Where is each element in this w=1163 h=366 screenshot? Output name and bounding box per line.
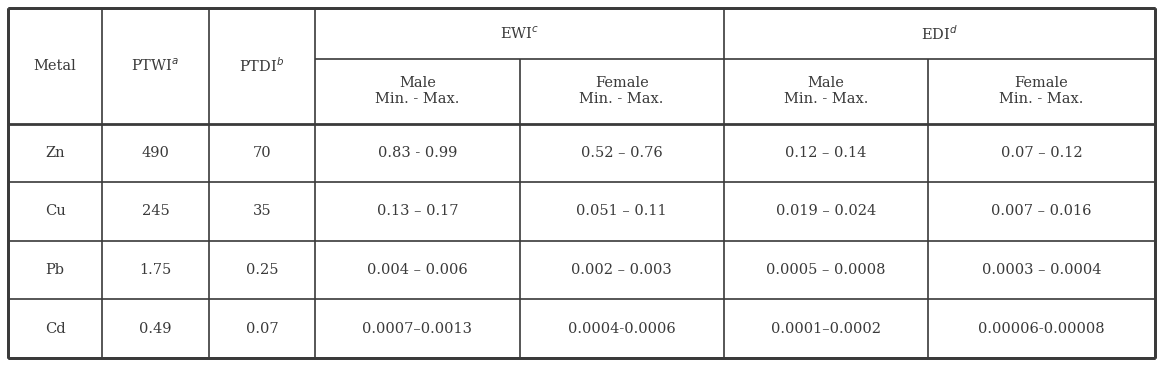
- Text: 0.0001–0.0002: 0.0001–0.0002: [771, 322, 880, 336]
- Text: 0.13 – 0.17: 0.13 – 0.17: [377, 205, 458, 219]
- Text: 1.75: 1.75: [140, 263, 171, 277]
- Text: 0.12 – 0.14: 0.12 – 0.14: [785, 146, 866, 160]
- Text: Female
Min. - Max.: Female Min. - Max.: [579, 76, 664, 106]
- Text: Zn: Zn: [45, 146, 65, 160]
- Text: 0.25: 0.25: [245, 263, 278, 277]
- Text: 0.07: 0.07: [245, 322, 278, 336]
- Text: 490: 490: [142, 146, 170, 160]
- Text: PTDI$^b$: PTDI$^b$: [240, 56, 285, 75]
- Text: Female
Min. - Max.: Female Min. - Max.: [999, 76, 1084, 106]
- Text: 0.051 – 0.11: 0.051 – 0.11: [577, 205, 666, 219]
- Text: 0.0004-0.0006: 0.0004-0.0006: [568, 322, 676, 336]
- Text: 0.07 – 0.12: 0.07 – 0.12: [1000, 146, 1083, 160]
- Text: 70: 70: [252, 146, 271, 160]
- Text: 0.0005 – 0.0008: 0.0005 – 0.0008: [766, 263, 885, 277]
- Text: EWI$^c$: EWI$^c$: [500, 25, 540, 42]
- Text: 0.004 – 0.006: 0.004 – 0.006: [368, 263, 468, 277]
- Text: Male
Min. - Max.: Male Min. - Max.: [784, 76, 868, 106]
- Text: 0.52 – 0.76: 0.52 – 0.76: [580, 146, 663, 160]
- Text: 0.49: 0.49: [140, 322, 172, 336]
- Text: 0.007 – 0.016: 0.007 – 0.016: [991, 205, 1092, 219]
- Text: 0.002 – 0.003: 0.002 – 0.003: [571, 263, 672, 277]
- Text: EDI$^d$: EDI$^d$: [921, 24, 958, 43]
- Text: Metal: Metal: [34, 59, 77, 73]
- Text: Male
Min. - Max.: Male Min. - Max.: [376, 76, 459, 106]
- Text: 0.0003 – 0.0004: 0.0003 – 0.0004: [982, 263, 1101, 277]
- Text: 0.0007–0.0013: 0.0007–0.0013: [363, 322, 472, 336]
- Text: 0.019 – 0.024: 0.019 – 0.024: [776, 205, 876, 219]
- Text: Cd: Cd: [44, 322, 65, 336]
- Text: PTWI$^a$: PTWI$^a$: [131, 57, 179, 74]
- Text: 35: 35: [252, 205, 271, 219]
- Text: 0.83 - 0.99: 0.83 - 0.99: [378, 146, 457, 160]
- Text: 245: 245: [142, 205, 170, 219]
- Text: 0.00006-0.00008: 0.00006-0.00008: [978, 322, 1105, 336]
- Text: Pb: Pb: [45, 263, 64, 277]
- Text: Cu: Cu: [44, 205, 65, 219]
